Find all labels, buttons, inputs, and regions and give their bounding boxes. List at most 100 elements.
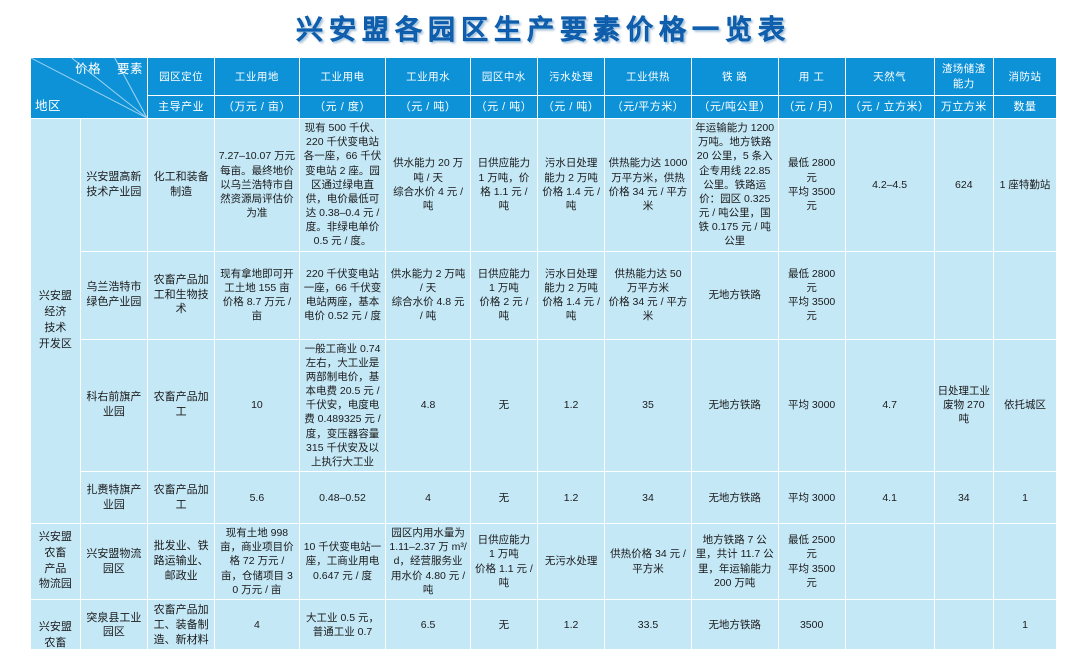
data-cell: 供热价格 34 元 / 平方米 <box>604 523 692 600</box>
table-row: 兴安盟 农畜 产品 物流园 兴安盟物流园区 批发业、铁路运输业、邮政业 现有土地 998 亩… <box>30 523 1057 600</box>
park-name-cell: 兴安盟高新技术产业园 <box>79 118 149 252</box>
column-unit-10: 万立方米 <box>933 95 995 119</box>
data-cell: 日供应能力 1 万吨 价格 1.1 元 / 吨 <box>469 523 539 600</box>
data-cell: 批发业、铁路运输业、邮政业 <box>146 523 216 600</box>
data-cell: 无 <box>469 598 539 649</box>
data-cell: 4 <box>214 598 300 649</box>
park-name-cell: 突泉县工业园区 <box>79 598 149 649</box>
data-cell: 平均 3000 <box>777 338 846 473</box>
data-cell <box>933 523 995 600</box>
data-cell: 1.2 <box>537 598 606 649</box>
data-cell: 最低 2800 元平均 3500 元 <box>777 250 846 340</box>
column-header-4: 园区中水 <box>469 56 539 97</box>
data-cell: 无地方铁路 <box>690 250 779 340</box>
column-unit-8: （元 / 月） <box>777 95 846 119</box>
header-row-unit: 主导产业 （万元 / 亩） （元 / 度） （元 / 吨） （元 / 吨） （元… <box>31 95 1057 119</box>
data-cell: 大工业 0.5 元，普通工业 0.7 <box>298 598 387 649</box>
data-cell <box>993 523 1057 600</box>
data-cell: 日处理工业废物 270 吨 <box>933 338 995 473</box>
data-cell: 供热能力达 50 万平方米 价格 34 元 / 平方米 <box>604 250 692 340</box>
data-cell <box>844 250 935 340</box>
data-cell: 35 <box>604 338 692 473</box>
data-cell: 农畜产品加工 <box>146 338 216 473</box>
table-row: 扎赉特旗产业园 农畜产品加工 5.6 0.48–0.52 4 无 1.2 34 无地方铁路 平均 … <box>31 471 1057 525</box>
table-row: 乌兰浩特市绿色产业园 农畜产品加工和生物技术 现有拿地即可开工土地 155 亩价格 … <box>31 250 1057 340</box>
data-cell: 4.2–4.5 <box>844 118 935 252</box>
table-row: 兴安盟 经济 技术 开发区 兴安盟高新技术产业园 化工和装备制造 7.27–10.07 万元… <box>30 117 1057 525</box>
data-cell: 1.2 <box>537 338 606 473</box>
corner-diagonal-lines <box>31 58 147 118</box>
data-cell: 无地方铁路 <box>690 471 779 525</box>
data-cell: 624 <box>933 118 995 252</box>
data-cell <box>844 598 935 649</box>
data-cell: 无 <box>469 338 539 473</box>
data-cell: 4 <box>385 471 471 525</box>
column-header-6: 工业供热 <box>604 56 692 97</box>
price-table: 价格 要素 地区 园区定位 工业用地 工业用电 工业用水 园区中水 污水处理 工… <box>30 56 1057 649</box>
data-cell: 供水能力 20 万吨 / 天综合水价 4 元 / 吨 <box>385 118 471 252</box>
data-cell <box>933 598 995 649</box>
header-row-name: 价格 要素 地区 园区定位 工业用地 工业用电 工业用水 园区中水 污水处理 工… <box>30 56 1057 119</box>
data-cell: 平均 3000 <box>777 471 846 525</box>
data-cell: 1 座特勤站 <box>993 118 1057 252</box>
data-cell: 1 <box>993 471 1057 525</box>
data-cell: 日供应能力 1 万吨 价格 2 元 / 吨 <box>469 250 539 340</box>
column-unit-11: 数量 <box>993 95 1057 119</box>
header-corner-cell: 价格 要素 地区 <box>30 57 148 119</box>
data-cell <box>993 250 1057 340</box>
data-cell: 1 <box>993 598 1057 649</box>
column-unit-2: （元 / 度） <box>298 95 387 119</box>
data-cell: 1.2 <box>537 471 606 525</box>
table-head: 价格 要素 地区 园区定位 工业用地 工业用电 工业用水 园区中水 污水处理 工… <box>30 56 1057 119</box>
data-cell: 一般工商业 0.74 左右，大工业是两部制电价，基本电费 20.5 元 / 千伏… <box>298 338 387 473</box>
column-unit-7: （元/吨公里） <box>690 95 779 119</box>
data-cell: 园区内用水量为 1.11–2.37 万 m³/d，经营服务业用水价 4.80 元… <box>385 523 471 600</box>
column-header-0: 园区定位 <box>146 56 216 97</box>
data-cell: 无污水处理 <box>537 523 606 600</box>
data-cell: 4.8 <box>385 338 471 473</box>
data-cell: 3500 <box>777 598 846 649</box>
column-unit-6: （元/平方米） <box>604 95 692 119</box>
column-header-8: 用 工 <box>777 56 846 97</box>
data-cell: 污水日处理能力 2 万吨 价格 1.4 元 / 吨 <box>537 250 606 340</box>
column-unit-1: （万元 / 亩） <box>214 95 300 119</box>
corner-region-label: 地区 <box>35 99 62 114</box>
park-name-cell: 兴安盟物流园区 <box>79 523 149 600</box>
column-header-5: 污水处理 <box>537 56 606 97</box>
data-cell: 日供应能力 1 万吨，价格 1.1 元 / 吨 <box>469 118 539 252</box>
data-cell: 无地方铁路 <box>690 338 779 473</box>
column-header-7: 铁 路 <box>690 56 779 97</box>
column-header-1: 工业用地 <box>214 56 300 97</box>
data-cell: 供水能力 2 万吨 / 天综合水价 4.8 元 / 吨 <box>385 250 471 340</box>
zone-cell: 兴安盟 经济 技术 开发区 <box>30 117 81 525</box>
page-title: 兴安盟各园区生产要素价格一览表 <box>296 15 791 45</box>
park-name-cell: 乌兰浩特市绿色产业园 <box>79 250 149 340</box>
data-cell: 地方铁路 7 公里，共计 11.7 公里，年运输能力 200 万吨 <box>690 523 779 600</box>
data-cell: 6.5 <box>385 598 471 649</box>
data-cell: 5.6 <box>214 471 300 525</box>
data-cell <box>844 523 935 600</box>
data-cell: 4.7 <box>844 338 935 473</box>
column-unit-0: 主导产业 <box>146 95 216 119</box>
data-cell: 无地方铁路 <box>690 598 779 649</box>
data-cell: 现有土地 998 亩，商业项目价格 72 万元 / 亩，仓储项目 30 万元 /… <box>214 523 300 600</box>
column-unit-5: （元 / 吨） <box>537 95 606 119</box>
data-cell: 农畜产品加工和生物技术 <box>146 250 216 340</box>
data-cell: 现有拿地即可开工土地 155 亩价格 8.7 万元 / 亩 <box>214 250 300 340</box>
data-cell: 最低 2500 元平均 3500 元 <box>777 523 846 600</box>
data-cell: 化工和装备制造 <box>146 118 216 252</box>
zone-cell: 兴安盟农畜产品开发区 <box>30 598 81 649</box>
column-header-9: 天然气 <box>844 56 935 97</box>
data-cell: 供热能力达 1000 万平方米，供热价格 34 元 / 平方米 <box>604 118 692 252</box>
column-header-3: 工业用水 <box>385 56 471 97</box>
park-name-cell: 扎赉特旗产业园 <box>79 471 149 525</box>
table-container: 价格 要素 地区 园区定位 工业用地 工业用电 工业用水 园区中水 污水处理 工… <box>0 56 1087 649</box>
column-header-10: 渣场储渣能力 <box>933 56 995 97</box>
data-cell: 现有 500 千伏、220 千伏变电站各一座，66 千伏变电站 2 座。园区通过… <box>298 118 387 252</box>
data-cell: 年运输能力 1200 万吨。地方铁路 20 公里，5 条入企专用线 22.85 … <box>690 118 779 252</box>
corner-diagonals: 价格 要素 地区 <box>31 58 147 118</box>
data-cell: 4.1 <box>844 471 935 525</box>
data-cell: 34 <box>604 471 692 525</box>
